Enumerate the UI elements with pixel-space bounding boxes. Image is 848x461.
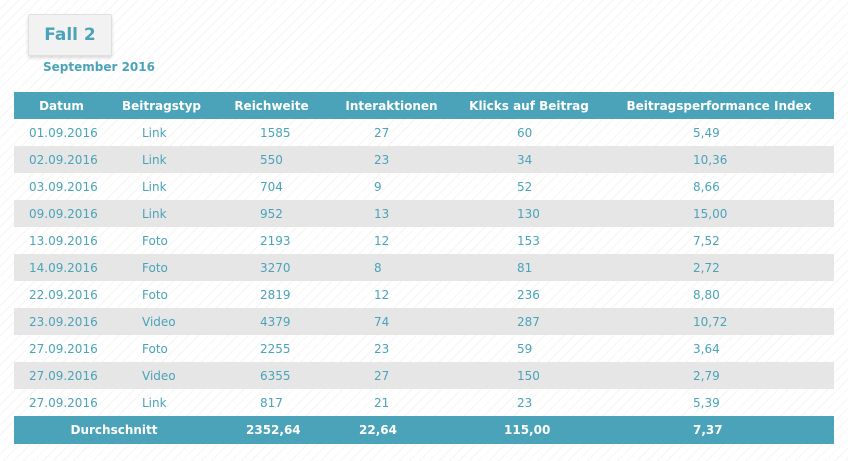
cell-interaktionen: 9 xyxy=(374,179,382,194)
cell-datum: 22.09.2016 xyxy=(29,287,98,302)
cell-interaktionen: 27 xyxy=(374,368,390,383)
average-reach: 2352,64 xyxy=(246,423,301,437)
table-row: 23.09.2016 Video 4379 74 287 10,72 xyxy=(14,308,834,335)
cell-datum: 23.09.2016 xyxy=(29,314,98,329)
cell-reichweite: 6355 xyxy=(260,368,291,383)
cell-performance-index: 2,72 xyxy=(693,260,720,275)
cell-performance-index: 15,00 xyxy=(693,206,728,221)
cell-klicks: 130 xyxy=(517,206,540,221)
cell-beitragstyp: Foto xyxy=(142,260,168,275)
header-interaktionen: Interaktionen xyxy=(345,98,438,113)
cell-datum: 27.09.2016 xyxy=(29,341,98,356)
cell-beitragstyp: Foto xyxy=(142,233,168,248)
cell-beitragstyp: Link xyxy=(142,125,167,140)
cell-beitragstyp: Link xyxy=(142,152,167,167)
cell-performance-index: 10,36 xyxy=(693,152,728,167)
cell-klicks: 52 xyxy=(517,179,533,194)
cell-reichweite: 2255 xyxy=(260,341,291,356)
cell-performance-index: 3,64 xyxy=(693,341,720,356)
cell-reichweite: 817 xyxy=(260,395,283,410)
cell-interaktionen: 23 xyxy=(374,341,390,356)
cell-klicks: 153 xyxy=(517,233,540,248)
table-row: 27.09.2016 Video 6355 27 150 2,79 xyxy=(14,362,834,389)
cell-reichweite: 550 xyxy=(260,152,283,167)
cell-beitragstyp: Link xyxy=(142,179,167,194)
average-interactions: 22,64 xyxy=(359,423,397,437)
table-row: 14.09.2016 Foto 3270 8 81 2,72 xyxy=(14,254,834,281)
cell-interaktionen: 21 xyxy=(374,395,390,410)
cell-interaktionen: 74 xyxy=(374,314,390,329)
cell-datum: 27.09.2016 xyxy=(29,368,98,383)
cell-beitragstyp: Video xyxy=(142,368,176,383)
cell-beitragstyp: Link xyxy=(142,395,167,410)
header-datum: Datum xyxy=(39,98,84,113)
cell-interaktionen: 23 xyxy=(374,152,390,167)
cell-datum: 09.09.2016 xyxy=(29,206,98,221)
case-badge: Fall 2 xyxy=(28,14,112,56)
table-row: 27.09.2016 Link 817 21 23 5,39 xyxy=(14,389,834,416)
table-row: 02.09.2016 Link 550 23 34 10,36 xyxy=(14,146,834,173)
cell-beitragstyp: Foto xyxy=(142,287,168,302)
cell-performance-index: 5,49 xyxy=(693,125,720,140)
cell-reichweite: 952 xyxy=(260,206,283,221)
cell-performance-index: 8,66 xyxy=(693,179,720,194)
performance-table: Datum Beitragstyp Reichweite Interaktion… xyxy=(14,92,834,444)
cell-reichweite: 1585 xyxy=(260,125,291,140)
cell-datum: 13.09.2016 xyxy=(29,233,98,248)
table-body: 01.09.2016 Link 1585 27 60 5,49 02.09.2016 Link… xyxy=(14,119,834,416)
cell-reichweite: 2193 xyxy=(260,233,291,248)
header-reichweite: Reichweite xyxy=(234,98,309,113)
table-row: 03.09.2016 Link 704 9 52 8,66 xyxy=(14,173,834,200)
table-row: 22.09.2016 Foto 2819 12 236 8,80 xyxy=(14,281,834,308)
average-label: Durchschnitt xyxy=(70,423,158,437)
cell-performance-index: 5,39 xyxy=(693,395,720,410)
cell-datum: 02.09.2016 xyxy=(29,152,98,167)
cell-performance-index: 7,52 xyxy=(693,233,720,248)
cell-performance-index: 2,79 xyxy=(693,368,720,383)
average-row: Durchschnitt 2352,64 22,64 115,00 7,37 xyxy=(14,416,834,444)
cell-klicks: 23 xyxy=(517,395,533,410)
cell-klicks: 287 xyxy=(517,314,540,329)
cell-performance-index: 10,72 xyxy=(693,314,728,329)
case-title: Fall 2 xyxy=(44,25,96,45)
cell-klicks: 81 xyxy=(517,260,533,275)
cell-reichweite: 4379 xyxy=(260,314,291,329)
average-index: 7,37 xyxy=(693,423,723,437)
cell-interaktionen: 12 xyxy=(374,287,390,302)
cell-klicks: 60 xyxy=(517,125,533,140)
cell-reichweite: 3270 xyxy=(260,260,291,275)
cell-interaktionen: 27 xyxy=(374,125,390,140)
cell-klicks: 236 xyxy=(517,287,540,302)
cell-klicks: 34 xyxy=(517,152,533,167)
table-row: 09.09.2016 Link 952 13 130 15,00 xyxy=(14,200,834,227)
header-performance-index: Beitragsperformance Index xyxy=(626,98,812,113)
cell-beitragstyp: Video xyxy=(142,314,176,329)
cell-datum: 01.09.2016 xyxy=(29,125,98,140)
cell-datum: 14.09.2016 xyxy=(29,260,98,275)
cell-interaktionen: 12 xyxy=(374,233,390,248)
table-row: 13.09.2016 Foto 2193 12 153 7,52 xyxy=(14,227,834,254)
header-klicks: Klicks auf Beitrag xyxy=(469,98,589,113)
cell-interaktionen: 8 xyxy=(374,260,382,275)
average-clicks: 115,00 xyxy=(504,423,551,437)
cell-datum: 03.09.2016 xyxy=(29,179,98,194)
cell-beitragstyp: Link xyxy=(142,206,167,221)
cell-interaktionen: 13 xyxy=(374,206,390,221)
cell-reichweite: 2819 xyxy=(260,287,291,302)
cell-performance-index: 8,80 xyxy=(693,287,720,302)
cell-klicks: 59 xyxy=(517,341,533,356)
cell-reichweite: 704 xyxy=(260,179,283,194)
cell-klicks: 150 xyxy=(517,368,540,383)
table-row: 01.09.2016 Link 1585 27 60 5,49 xyxy=(14,119,834,146)
cell-beitragstyp: Foto xyxy=(142,341,168,356)
period-subtitle: September 2016 xyxy=(43,60,155,74)
table-header-row: Datum Beitragstyp Reichweite Interaktion… xyxy=(14,92,834,119)
table-row: 27.09.2016 Foto 2255 23 59 3,64 xyxy=(14,335,834,362)
cell-datum: 27.09.2016 xyxy=(29,395,98,410)
header-beitragstyp: Beitragstyp xyxy=(121,98,202,113)
